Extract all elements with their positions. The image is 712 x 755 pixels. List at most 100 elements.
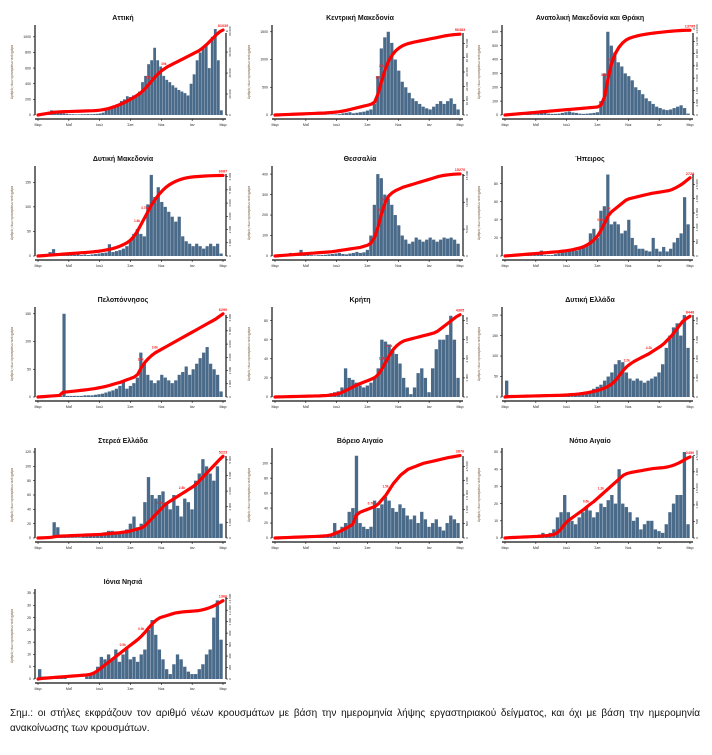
daily-cases-bar [439,101,443,115]
daily-cases-bar [132,516,136,538]
daily-cases-bar [686,224,690,256]
x-tick-label: Ιαν [190,123,195,127]
daily-cases-bar [212,617,216,679]
cumulative-cases-line [36,28,225,117]
daily-cases-bar [215,600,220,679]
y2-tick-label: 4 000 [228,340,232,348]
daily-cases-bar [100,253,105,256]
y2-tick-label: 2 000 [465,477,469,485]
daily-cases-bar [171,85,175,115]
daily-cases-bar [453,103,457,115]
chart-svg: Αριθμός νέων κρουσμάτων ανά ημέρα 0 10 20 30… [477,448,699,550]
daily-cases-bar [128,385,132,397]
daily-cases-bar [362,387,366,397]
y-axis-label: Αριθμός νέων κρουσμάτων ανά ημέρα [247,327,251,381]
daily-cases-bar [362,111,366,115]
y2-tick-label: 400 [228,653,232,658]
x-tick-label: Ιαν [427,123,432,127]
daily-cases-bar [209,243,213,256]
daily-cases-bar [77,114,81,115]
daily-cases-bar [624,372,629,397]
y2-tick-label: 5 000 [228,186,232,194]
daily-cases-bar [142,236,146,256]
daily-cases-bar [581,393,585,397]
daily-cases-bar [38,669,42,679]
daily-cases-bar [118,385,122,397]
daily-cases-bar [161,659,165,679]
daily-cases-bar [125,246,129,256]
x-tick-label: Ιουλ [96,546,103,550]
daily-cases-bar [411,241,415,256]
daily-cases-bar [351,113,356,115]
daily-cases-bar [369,109,373,115]
daily-cases-bar [198,246,202,256]
daily-cases-bar [83,114,87,115]
cumulative-mid-label: 3.6k [152,346,158,350]
daily-cases-bar [391,349,395,397]
x-tick-label: Νοε [625,264,632,268]
x-tick-label: Ιουλ [96,264,103,268]
y-tick-label: 200 [25,98,31,102]
x-tick-label: Ιουλ [96,405,103,409]
x-tick-label: Ιουλ [563,546,570,550]
daily-cases-bar [135,94,138,115]
daily-cases-bar [560,112,565,115]
daily-cases-bar [327,254,331,256]
daily-cases-bar [456,377,460,397]
daily-cases-bar [430,368,435,397]
daily-cases-bar [79,255,84,256]
daily-cases-bar [121,530,125,538]
daily-cases-bar [616,62,620,115]
y-tick-label: 0 [496,254,498,258]
x-tick-label: Μαρ [271,405,278,409]
daily-cases-bar [125,529,129,538]
daily-cases-bar [650,378,654,397]
daily-cases-bar [93,254,98,256]
daily-cases-bar [147,64,150,115]
x-tick-label: Μαρ [219,264,226,268]
y-tick-label: 150 [492,334,498,338]
x-tick-label: Μαΐ [66,123,72,127]
daily-cases-bar [139,233,143,256]
y-tick-label: 100 [262,234,268,238]
y-tick-label: 0 [29,677,31,681]
daily-cases-bar [355,112,359,115]
daily-cases-bar [96,666,100,679]
daily-cases-bar [393,215,397,256]
daily-cases-bar [358,523,362,538]
y2-tick-label: 4 000 [695,355,699,363]
daily-cases-bar [425,108,429,115]
daily-cases-bar [581,113,586,115]
daily-cases-bar [664,524,668,538]
daily-cases-bar [599,503,603,538]
daily-cases-bar [179,659,183,679]
daily-cases-bar [121,248,125,256]
daily-cases-bar [571,112,575,115]
x-tick-label: Νοε [158,687,165,691]
cumulative-total-label: 15270 [455,168,466,172]
x-tick-label: Μαρ [34,264,41,268]
x-tick-label: Σεπ [594,264,601,268]
x-tick-label: Σεπ [364,546,371,550]
daily-cases-bar [348,253,352,256]
daily-cases-bar [329,535,333,538]
x-tick-label: Ιαν [657,405,662,409]
y-tick-label: 40 [27,508,31,512]
daily-cases-bar [202,248,206,256]
daily-cases-bar [190,674,194,679]
daily-cases-bar [76,395,80,397]
daily-cases-bar [398,363,402,397]
x-tick-label: Μαΐ [66,546,72,550]
daily-cases-bar [96,535,100,538]
daily-cases-bar [434,349,438,397]
daily-cases-bar [529,114,533,115]
daily-cases-bar [567,111,572,115]
y2-tick-label: 500 [465,521,469,526]
region-chart: Δυτική Μακεδονία Αριθμός νέων κρουσμάτων … [5,146,241,278]
cumulative-mid-label: 1.2k [598,487,604,491]
x-tick-label: Μαρ [501,546,508,550]
daily-cases-bar [90,395,94,397]
daily-cases-bar [128,659,133,679]
cumulative-mid-label: 2.8k [179,486,185,490]
daily-cases-bar [390,204,394,256]
